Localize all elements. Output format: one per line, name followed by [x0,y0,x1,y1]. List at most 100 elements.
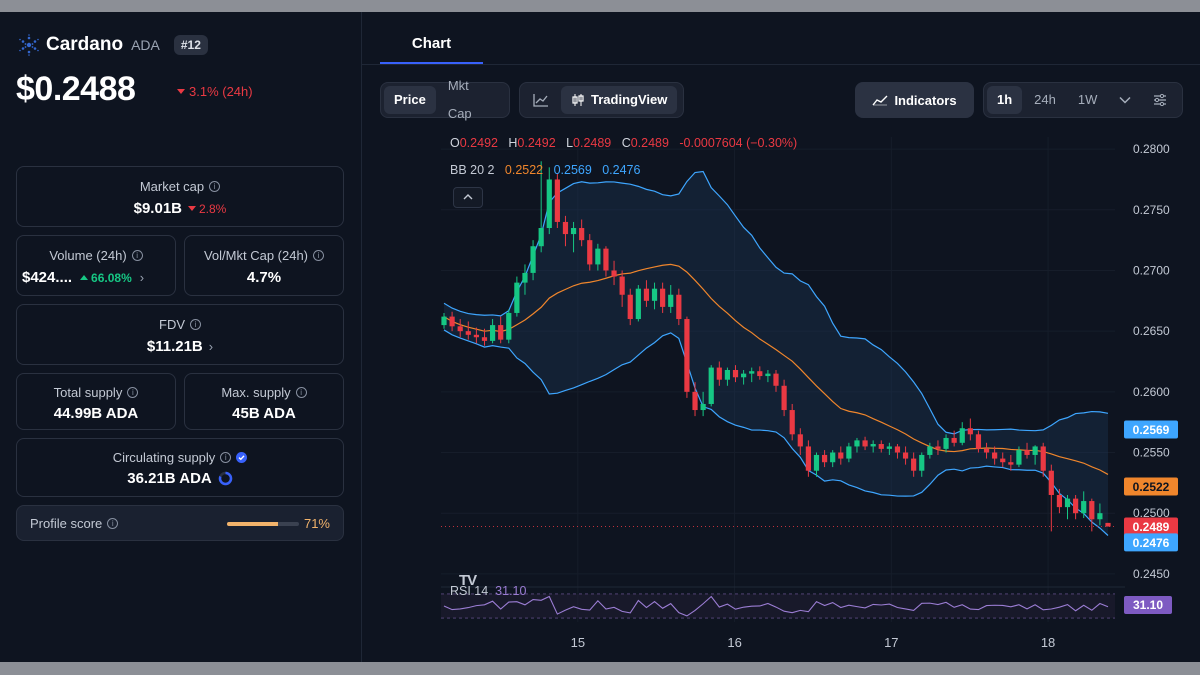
coin-name: Cardano [46,34,124,55]
candle-body [862,440,868,447]
tradingview-label: TradingView [591,92,668,107]
candle-body [797,434,803,447]
candle-body [911,458,917,471]
circulating-supply-value: 36.21B ADA [127,470,212,487]
total-supply-label: Total supply [53,385,123,400]
profile-score-bar [227,522,299,526]
x-tick-label: 15 [571,635,585,650]
volume-value: $424.... [22,269,73,286]
info-icon[interactable]: i [190,319,201,330]
info-icon[interactable]: i [313,250,325,261]
caret-down-icon [188,206,196,211]
price-tag-label: 0.2522 [1133,480,1170,494]
candle-body [611,270,617,277]
chevron-right-icon: › [208,339,214,354]
candle-body [530,246,536,273]
chevron-down-icon [1119,96,1131,104]
candle-body [441,316,447,326]
candle-body [967,428,973,435]
max-supply-card: Max. supply i 45B ADA [184,373,344,430]
candle-body [732,369,739,378]
y-tick-label: 0.2800 [1133,142,1170,156]
cardano-logo-icon [19,34,39,56]
tradingview-button[interactable]: TradingView [561,86,678,114]
y-tick-label: 0.2700 [1133,263,1170,277]
candle-body [919,454,925,471]
candle-body [902,452,909,459]
bollinger-basis-line [443,263,1109,475]
candle-body [643,288,650,301]
candle-body [498,325,504,340]
profile-score-value: 71% [303,516,330,531]
market-cap-label: Market cap [139,179,205,194]
candlestick-icon [572,94,584,106]
candle-body [684,319,690,392]
candle-body [627,294,633,320]
candle-body [789,410,795,435]
fdv-card[interactable]: FDV i $11.21B › [16,304,344,365]
candle-body [1056,494,1063,508]
timeframe-24h-button[interactable]: 24h [1034,92,1056,107]
y-tick-label: 0.2750 [1133,203,1170,217]
candle-body [1064,498,1071,508]
candle-body [700,403,706,411]
price-chart-area: 15 16 17 18 0.2800 0.2750 0.2700 0.2650 0.2600 0.… [0,12,1200,662]
info-icon[interactable]: i [127,387,139,398]
candle-body [878,444,884,449]
price-toggle-button[interactable]: Price [384,86,436,114]
volume-label: Volume (24h) [49,248,127,263]
volume-card[interactable]: Volume (24h) i $424.... 66.08% › [16,235,176,296]
candle-body [951,437,957,443]
candle-body [959,428,965,443]
candle-body [838,452,844,459]
profile-score-card[interactable]: Profile score i 71% [16,505,344,541]
total-supply-card: Total supply i 44.99B ADA [16,373,176,430]
candlestick-chart[interactable]: 15 16 17 18 0.2800 0.2750 0.2700 0.2650 0.2600 0.… [0,12,1200,662]
candle-body [1089,501,1095,520]
candle-body [481,337,488,341]
candle-body [992,452,998,459]
y-tick-label: 0.2550 [1133,446,1170,460]
line-chart-button[interactable] [523,86,559,114]
fdv-value: $11.21B [146,338,203,355]
price-tag-label: 0.2489 [1133,520,1170,534]
info-icon[interactable]: i [107,518,119,529]
info-icon[interactable]: i [220,452,232,463]
candle-body [781,385,787,411]
candle-body [805,446,811,471]
vol-mkt-cap-card: Vol/Mkt Cap (24h) i 4.7% [184,235,344,296]
market-cap-change-value: 2.8% [199,201,227,216]
rank-badge: #12 [173,35,208,55]
price-tag [1124,420,1178,439]
candle-body [595,248,601,265]
bollinger-upper-line [443,170,1109,435]
indicators-button[interactable]: Indicators [855,82,974,118]
market-cap-change: 2.8% [188,202,226,216]
coin-symbol: ADA [131,37,160,53]
candle-body [1024,450,1030,455]
info-icon[interactable]: i [131,250,143,261]
candle-body [773,373,779,386]
rsi-tag [1124,596,1172,614]
candle-body [1097,513,1103,520]
candle-body [668,294,674,307]
collapse-legend-button[interactable] [453,187,483,208]
candle-body [813,454,820,471]
candle-body [716,367,722,380]
indicators-label: Indicators [894,92,957,108]
verified-icon [236,452,248,463]
x-tick-label: 18 [1041,635,1055,650]
candle-body [473,334,479,338]
chart-settings-button[interactable] [1143,86,1177,114]
timeframe-1h-button[interactable]: 1h [987,86,1023,114]
tab-chart[interactable]: Chart [380,12,483,64]
info-icon[interactable]: i [295,387,307,398]
candle-body [692,391,698,411]
y-tick-label: 0.2650 [1133,324,1170,338]
timeframe-dropdown-button[interactable] [1109,86,1141,114]
info-icon[interactable]: i [209,181,221,192]
candle-body [489,325,496,341]
timeframe-1w-button[interactable]: 1W [1077,92,1098,107]
circulating-supply-label: Circulating supply [112,450,216,465]
bollinger-lower-line [443,329,1109,536]
